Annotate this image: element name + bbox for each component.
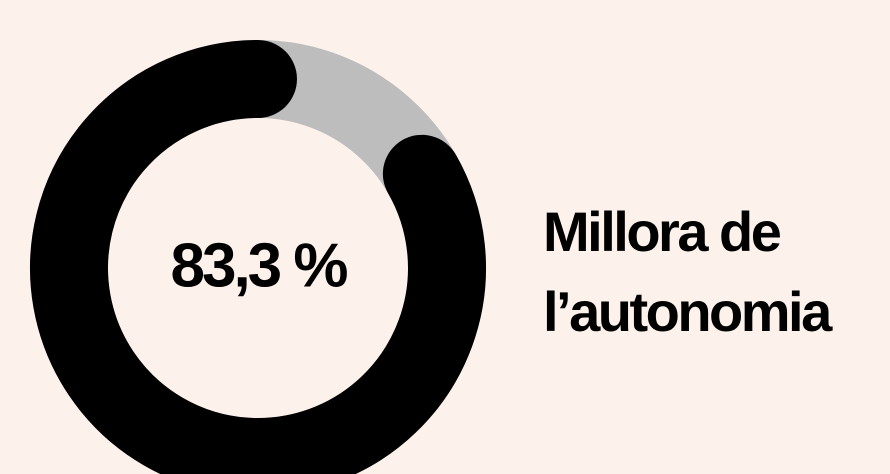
value-label: 83,3 % — [170, 231, 347, 300]
chart-title: Millora de l’autonomia — [543, 200, 832, 343]
donut-arc — [30, 40, 486, 474]
